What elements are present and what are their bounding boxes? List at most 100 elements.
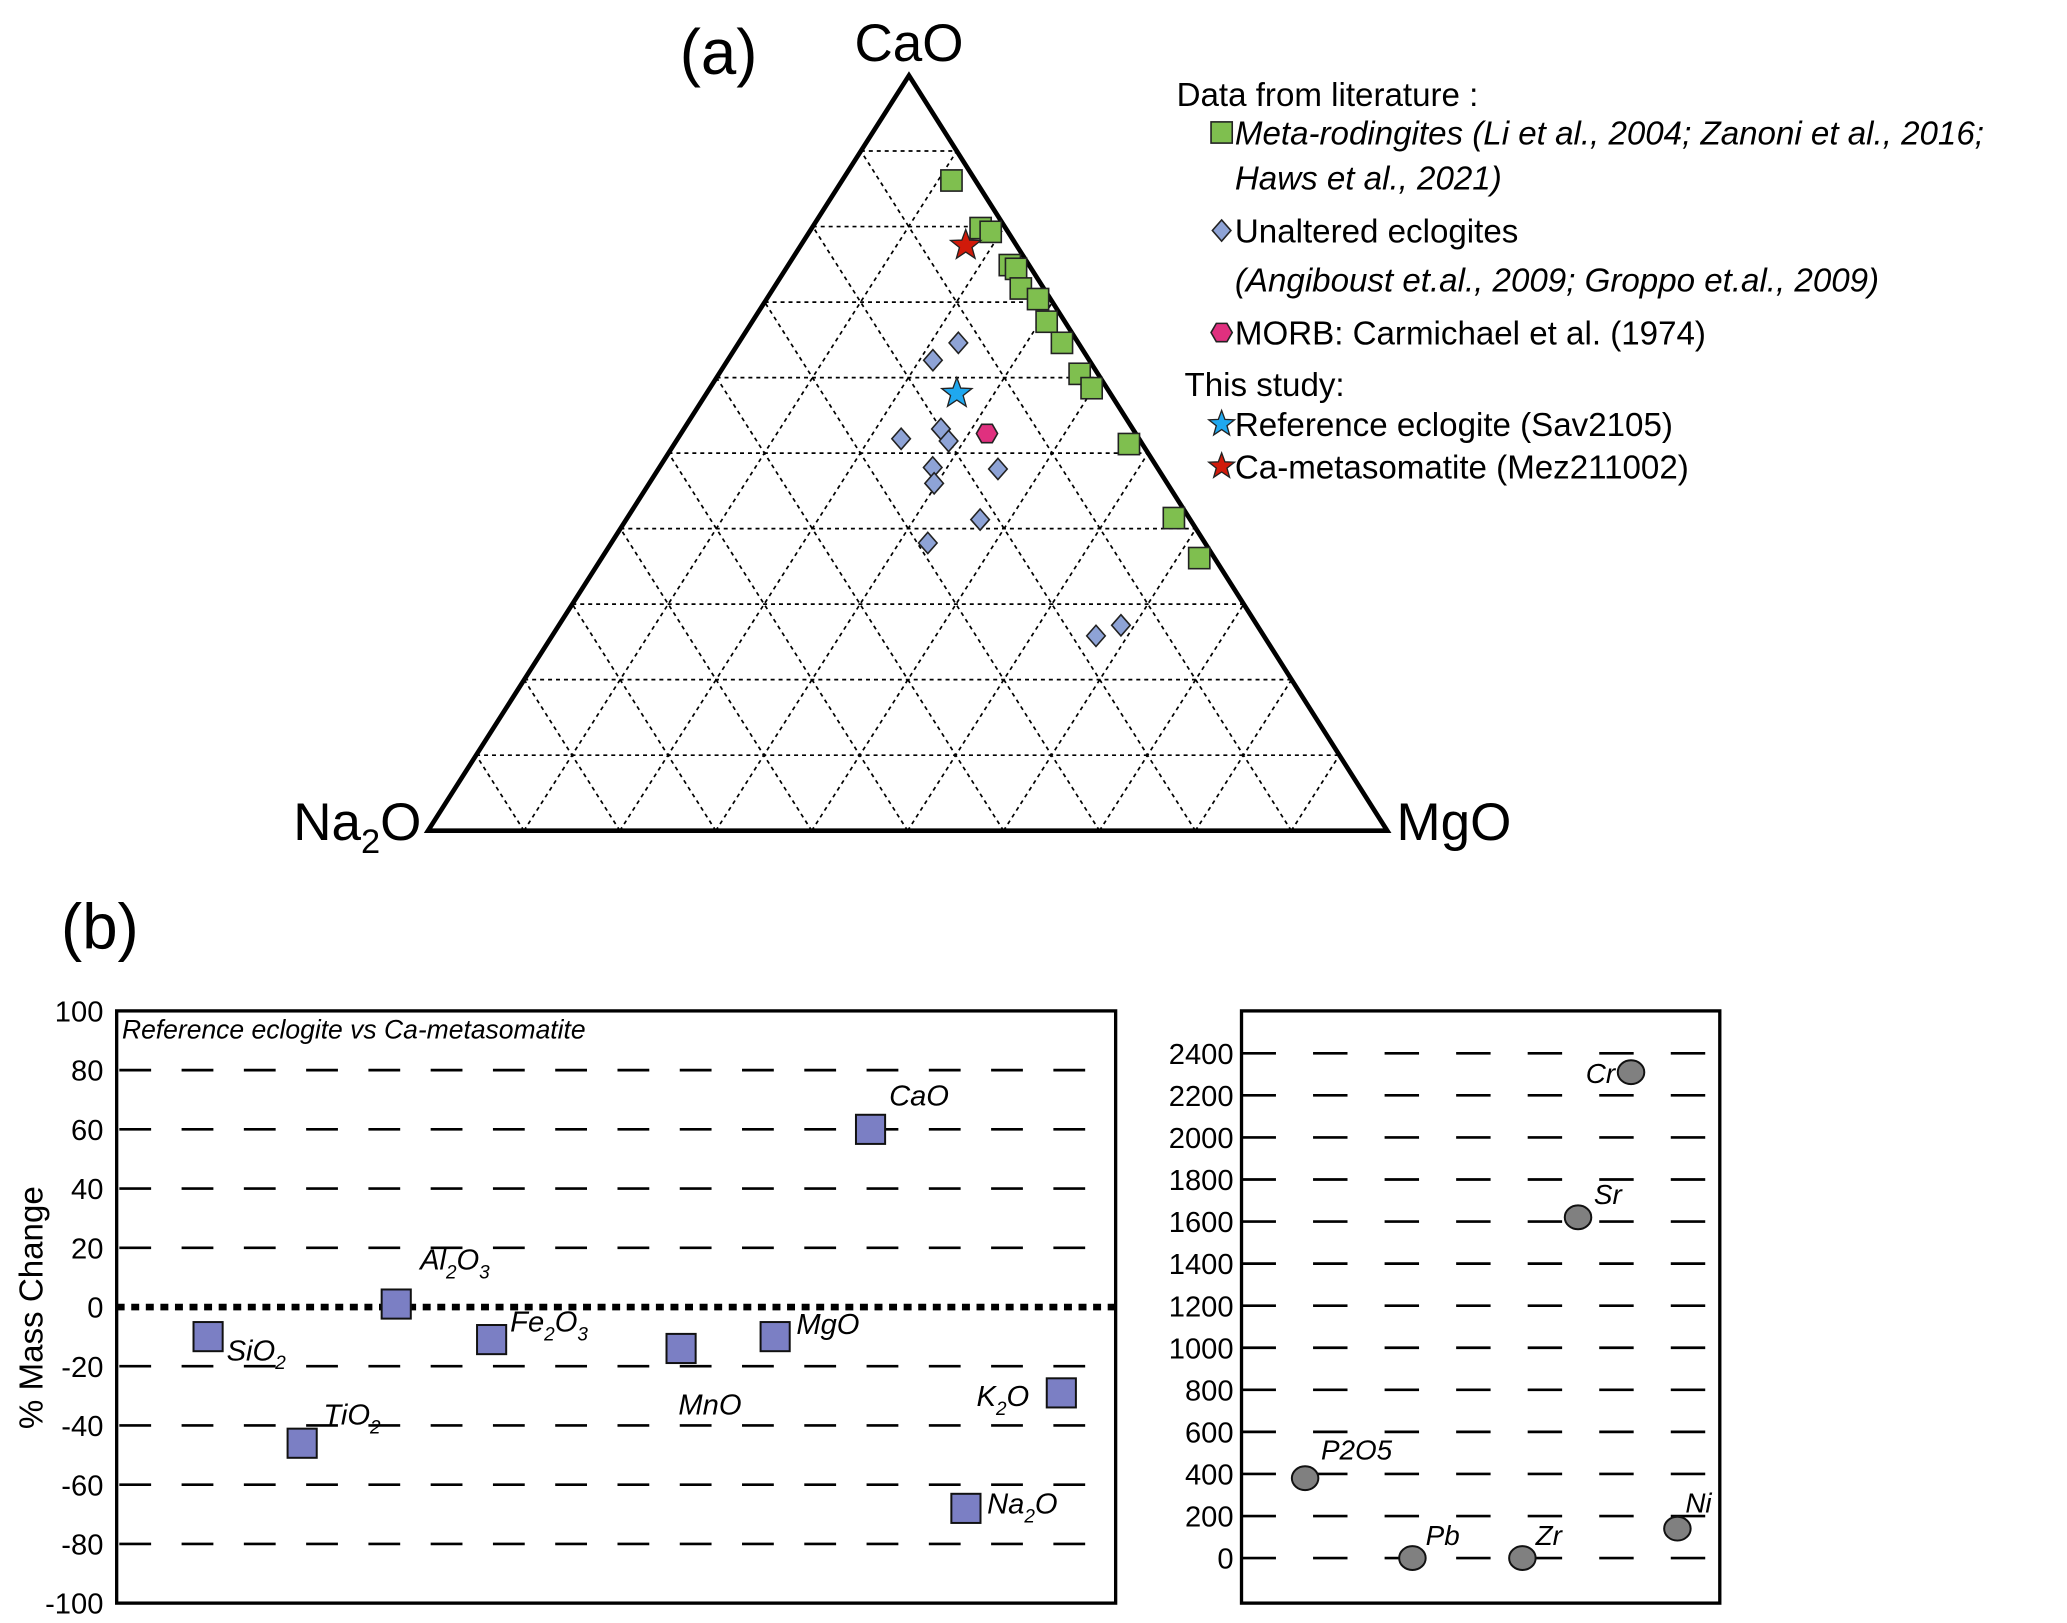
grid-line-na2o (475, 754, 525, 832)
mass-change-point (759, 1321, 791, 1353)
grid-line-na2o (523, 679, 621, 832)
apex-label-cao: CaO (854, 14, 963, 73)
trace-element-point (1663, 1515, 1692, 1542)
mass-change-point (380, 1288, 412, 1320)
y-tick-label: 60 (71, 1115, 103, 1147)
meta-rodingite-point (1026, 287, 1050, 311)
meta-rodingite-point (1162, 506, 1186, 530)
eclogite-point (917, 531, 939, 555)
point-label: Ni (1685, 1488, 1712, 1519)
trace-element-chart: 0 200 400 600 800 1000 1200 1400 1600 1800 2000 220… (1169, 1009, 1722, 1605)
legend-reference-marker-icon (1206, 408, 1237, 437)
grid-line-na2o (763, 301, 1101, 832)
y-tick-label: 20 (71, 1233, 103, 1265)
point-label: SiO2 (227, 1335, 287, 1374)
ternary-plot (423, 71, 1392, 834)
legend-label: Unaltered eclogites (1235, 213, 1518, 250)
mass-change-point (665, 1332, 697, 1365)
eclogite-point (1085, 624, 1107, 648)
legend: Data from literature : This study: Meta-… (1177, 77, 1984, 486)
legend-heading-literature: Data from literature : (1177, 77, 1479, 114)
grid-line-mgo (715, 301, 1054, 832)
y-tick-label: 2400 (1169, 1039, 1234, 1071)
legend-ca-metasomatite-marker-icon (1206, 450, 1237, 479)
meta-rodingite-point (940, 169, 963, 192)
grid-line-mgo (1098, 603, 1245, 832)
meta-rodingite-point (1117, 432, 1141, 456)
legend-meta-rodingite-marker-icon (1210, 121, 1234, 144)
y-tick-label: 0 (1217, 1544, 1233, 1576)
panel-b-label: (b) (61, 892, 139, 963)
ternary-frame (423, 71, 1392, 834)
eclogite-point (890, 426, 912, 451)
mass-change-point (950, 1492, 982, 1524)
y-tick-label: -40 (61, 1411, 103, 1443)
legend-morb-marker-icon (1210, 322, 1234, 343)
grid-line-mgo (523, 150, 958, 832)
point-label: Fe2O3 (510, 1307, 588, 1346)
ca-metasomatite-point (948, 227, 983, 260)
point-label: Al2O3 (418, 1245, 490, 1284)
point-label: MgO (796, 1309, 859, 1341)
legend-heading-study: This study: (1185, 367, 1345, 404)
y-tick-label: 400 (1185, 1460, 1234, 1492)
eclogite-point (923, 471, 945, 496)
y-tick-label: 600 (1185, 1417, 1234, 1449)
eclogite-point (948, 331, 969, 355)
meta-rodingite-point (1035, 310, 1059, 334)
grid-line-na2o (619, 528, 813, 832)
mass-change-point (476, 1324, 508, 1356)
apex-label-na2o: Na2O (293, 793, 421, 861)
y-tick-label: 200 (1185, 1502, 1234, 1534)
mass-change-chart: -100 -80 -60 -40 -20 0 20 40 60 80 100 SiO2 TiO2 Al2O… (45, 996, 1118, 1621)
eclogite-point (922, 348, 944, 373)
trace-element-point (1398, 1545, 1427, 1571)
trace-element-point (1563, 1204, 1593, 1231)
grid-line-mgo (906, 452, 1149, 832)
mass-change-point (1045, 1377, 1077, 1409)
eclogite-point (987, 457, 1009, 481)
panel-a-label: (a) (680, 17, 758, 88)
grid-line-mgo (1194, 679, 1293, 832)
grid-line-mgo (1290, 754, 1341, 832)
mass-change-point (286, 1427, 318, 1459)
point-label: TiO2 (323, 1400, 381, 1439)
point-label: Sr (1594, 1179, 1624, 1210)
y-tick-label: 0 (87, 1293, 103, 1325)
mass-chart-title: Reference eclogite vs Ca-metasomatite (122, 1015, 586, 1045)
point-label: Zr (1535, 1520, 1564, 1551)
y-axis-label: % Mass Change (13, 1186, 50, 1429)
trace-element-point (1290, 1465, 1320, 1492)
y-tick-label: 1200 (1169, 1291, 1234, 1323)
grid-line-na2o (571, 603, 717, 832)
reference-point (939, 375, 974, 408)
y-tick-label: 80 (71, 1056, 103, 1088)
point-label: Pb (1426, 1520, 1460, 1551)
legend-label: MORB: Carmichael et al. (1974) (1235, 315, 1706, 352)
eclogite-point (938, 429, 959, 453)
legend-label: Ca-metasomatite (Mez211002) (1235, 449, 1689, 486)
y-tick-label: 1400 (1169, 1249, 1234, 1281)
morb-point (975, 423, 999, 444)
y-tick-label: 1800 (1169, 1165, 1234, 1197)
grid-line-na2o (860, 150, 1293, 832)
y-tick-label: 1000 (1169, 1333, 1234, 1365)
apex-label-mgo: MgO (1397, 793, 1512, 852)
y-tick-label: -100 (45, 1589, 103, 1621)
trace-element-point (1616, 1059, 1646, 1086)
meta-rodingite-point (1187, 546, 1211, 570)
legend-label-continued: Haws et al., 2021) (1235, 160, 1502, 197)
point-label: Na2O (987, 1489, 1057, 1528)
y-tick-label: -80 (61, 1530, 103, 1562)
eclogite-point (1110, 613, 1132, 638)
legend-eclogite-marker-icon (1211, 218, 1232, 243)
meta-rodingite-point (1050, 331, 1074, 355)
y-tick-label: 40 (71, 1174, 103, 1206)
point-label: P2O5 (1321, 1435, 1393, 1466)
y-tick-label: 800 (1185, 1375, 1234, 1407)
meta-rodingite-point (979, 220, 1003, 244)
y-tick-label: -60 (61, 1470, 103, 1502)
mass-change-point (192, 1321, 224, 1353)
meta-rodingite-point (1080, 376, 1104, 400)
